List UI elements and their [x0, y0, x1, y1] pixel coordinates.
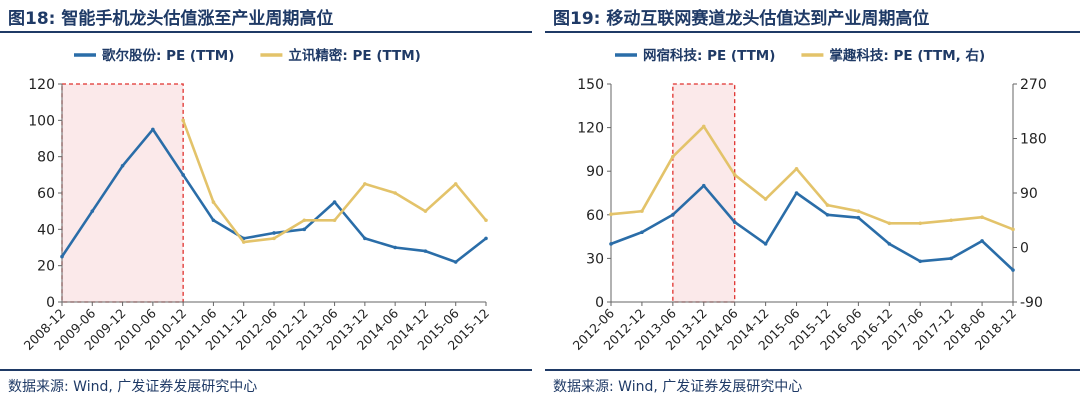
data-point: [671, 154, 675, 159]
data-point: [794, 191, 799, 195]
data-point: [701, 183, 706, 188]
legend-label: 歌尔股份: PE (TTM): [102, 47, 234, 64]
legend-label: 掌趣科技: PE (TTM, 右): [829, 47, 985, 64]
series-line: [610, 125, 1014, 231]
y-tick-label: 60: [37, 186, 55, 202]
chart-svg-2: 0306090120150-900901802702012-062012-122…: [570, 47, 1047, 353]
y-tick-label: 0: [595, 295, 604, 311]
y-tick-label: 30: [586, 251, 604, 267]
y-tick-label: 80: [37, 150, 55, 166]
data-point: [918, 221, 923, 226]
y-tick-label: 0: [46, 295, 55, 311]
data-point: [918, 259, 923, 264]
data-point: [453, 260, 458, 264]
data-point: [640, 230, 644, 235]
data-point: [423, 209, 428, 213]
y-tick-label: 150: [577, 77, 604, 93]
data-point: [181, 118, 185, 123]
source-note-1: 数据来源: Wind, 广发证券发展研究中心: [8, 379, 258, 395]
data-point: [302, 227, 307, 232]
highlight-box: [61, 83, 184, 303]
data-point: [211, 218, 216, 223]
title-rule: [545, 31, 1080, 33]
data-point: [272, 236, 276, 241]
data-point: [980, 239, 984, 243]
data-point: [701, 124, 706, 129]
data-point: [980, 215, 984, 220]
data-point: [887, 221, 892, 226]
data-point: [363, 182, 367, 186]
data-point: [181, 173, 185, 177]
highlight-box: [672, 83, 736, 303]
data-point: [732, 220, 737, 224]
data-point: [151, 127, 155, 132]
y-tick-label: 60: [586, 208, 604, 224]
y-tick-label-right: 270: [1020, 77, 1047, 93]
data-point: [393, 245, 397, 250]
data-point: [241, 240, 246, 244]
y-tick-label: 120: [577, 121, 604, 137]
y-tick-label-right: 180: [1020, 132, 1047, 148]
data-point: [302, 218, 307, 223]
data-point: [1011, 268, 1015, 272]
data-point: [423, 249, 428, 253]
y-tick-label-right: 90: [1020, 186, 1038, 202]
chart-title-2: 图19: 移动互联网赛道龙头估值达到产业周期高位: [553, 4, 929, 29]
data-point: [856, 209, 861, 213]
source-rule: [545, 369, 1080, 371]
y-tick-label: 20: [37, 259, 55, 275]
data-point: [825, 213, 830, 217]
data-point: [332, 200, 337, 204]
y-tick-label-right: -90: [1020, 295, 1043, 311]
legend-label: 网宿科技: PE (TTM): [643, 47, 775, 64]
data-point: [856, 215, 861, 220]
y-tick-label-right: 0: [1020, 241, 1029, 257]
data-point: [363, 236, 367, 241]
data-point: [332, 218, 337, 223]
data-point: [484, 218, 488, 223]
chart-panel-2: 图19: 移动互联网赛道龙头估值达到产业周期高位 0 30 60 90 120 150 -9…: [545, 0, 1080, 400]
data-point: [794, 166, 799, 171]
chart-panel-1: 图18: 智能手机龙头估值涨至产业周期高位 0 20 40 60 80 100 120 200…: [0, 4, 532, 395]
data-point: [763, 242, 768, 246]
data-point: [640, 209, 644, 213]
source-rule: [0, 369, 532, 371]
data-point: [272, 231, 276, 235]
figure-label: 图18:: [8, 9, 56, 29]
figure-title: 移动互联网赛道龙头估值达到产业周期高位: [606, 9, 930, 29]
chart-svg-1: 0204060801001202008-122009-062009-122010…: [21, 47, 493, 353]
title-rule: [0, 31, 532, 33]
y-tick-label: 90: [586, 164, 604, 180]
data-point: [453, 182, 458, 186]
series-line: [181, 119, 487, 244]
data-point: [671, 213, 675, 217]
y-tick-label: 120: [28, 77, 55, 93]
figure-label: 图19:: [553, 9, 601, 29]
data-point: [60, 254, 64, 259]
data-point: [825, 203, 830, 207]
data-point: [763, 197, 768, 201]
data-point: [609, 212, 613, 216]
data-point: [120, 163, 125, 168]
figure-title: 智能手机龙头估值涨至产业周期高位: [61, 9, 334, 29]
data-point: [90, 209, 95, 213]
source-note-2: 数据来源: Wind, 广发证券发展研究中心: [553, 379, 803, 395]
data-point: [393, 191, 397, 195]
data-point: [484, 236, 488, 241]
legend-label: 立讯精密: PE (TTM): [288, 47, 420, 64]
data-point: [949, 218, 953, 223]
y-tick-label: 40: [37, 222, 55, 238]
data-point: [1011, 227, 1015, 232]
y-tick-label: 100: [28, 113, 55, 129]
series-line: [610, 184, 1014, 271]
data-point: [732, 173, 737, 177]
data-point: [887, 242, 892, 246]
data-point: [949, 256, 953, 261]
data-point: [211, 200, 216, 204]
chart-title-1: 图18: 智能手机龙头估值涨至产业周期高位: [8, 4, 333, 29]
data-point: [609, 242, 613, 246]
